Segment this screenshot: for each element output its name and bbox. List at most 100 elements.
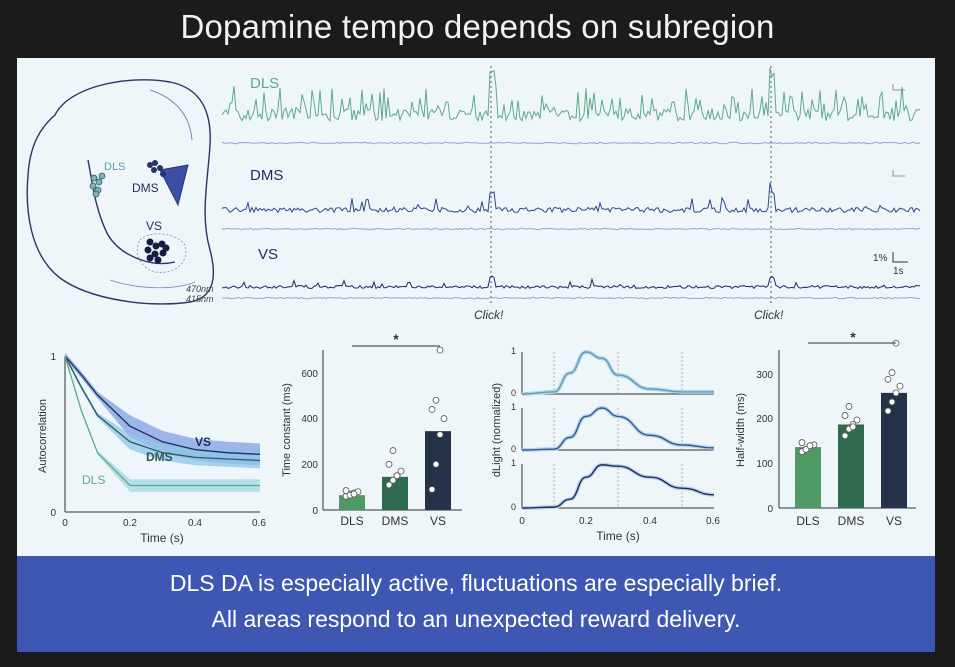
halfwidth-ytick-0: 0 bbox=[767, 504, 773, 515]
click-label-2: Click! bbox=[754, 308, 784, 322]
halfwidth-point bbox=[798, 439, 806, 446]
photometry-traces: DLS DMS VS 470nm 415nm Click! Click! 1% … bbox=[186, 66, 921, 322]
timeconst-point bbox=[342, 487, 350, 494]
autocorr-xtick-0: 0 bbox=[62, 518, 68, 529]
timeconst-point bbox=[385, 481, 393, 489]
dlight-xlabel: Time (s) bbox=[596, 529, 640, 543]
autocorr-ytick-0: 0 bbox=[50, 508, 56, 519]
timeconst-point bbox=[350, 490, 358, 498]
autocorrelation-chart: 0 1 0 0.2 0.4 0.6 Time (s) Autocorrelati… bbox=[37, 352, 266, 545]
halfwidth-ytick-1: 100 bbox=[756, 459, 773, 470]
scale-tick-dls bbox=[892, 84, 905, 91]
halfwidth-point bbox=[841, 412, 849, 419]
time-constant-chart: * 0 200 400 600 DLS DMS VS Time constant… bbox=[281, 331, 462, 528]
trace-415-dls bbox=[221, 141, 921, 145]
halfwidth-cat-vs: VS bbox=[886, 514, 902, 528]
timeconst-ylabel: Time constant (ms) bbox=[281, 383, 293, 477]
dlight-chart: 1 0 1 0 1 0 0 0.2 0.4 0.6 Time (s) dLigh… bbox=[491, 346, 720, 543]
trace-470-dls bbox=[221, 67, 921, 123]
trace-label-vs: VS bbox=[258, 246, 278, 263]
dlight-xtick-2: 0.4 bbox=[643, 516, 657, 527]
timeconst-ytick-1: 200 bbox=[301, 460, 318, 471]
dlight-xtick-3: 0.6 bbox=[706, 516, 720, 527]
dlight-line-vs bbox=[521, 464, 715, 509]
timeconst-point bbox=[397, 467, 405, 475]
timeconst-ytick-3: 600 bbox=[301, 369, 318, 380]
figure-panel bbox=[17, 58, 935, 556]
halfwidth-ytick-2: 200 bbox=[756, 414, 773, 425]
scale-tick-dms bbox=[892, 170, 905, 177]
dlight-ytick-1c: 1 bbox=[511, 458, 516, 468]
autocorr-xtick-3: 0.6 bbox=[252, 518, 266, 529]
trace-415-vs bbox=[222, 296, 921, 300]
dlight-ytick-1a: 1 bbox=[511, 346, 516, 356]
timeconst-point bbox=[385, 460, 393, 468]
halfwidth-point bbox=[892, 389, 900, 397]
halfwidth-cat-dms: DMS bbox=[838, 514, 865, 528]
timeconst-point bbox=[389, 447, 397, 454]
timeconst-sig-star: * bbox=[393, 331, 399, 347]
trace-470-vs bbox=[221, 275, 921, 290]
dlight-line-dls bbox=[521, 351, 714, 395]
autocorr-line-dls bbox=[64, 355, 260, 487]
autocorr-ytick-1: 1 bbox=[50, 352, 56, 363]
timeconst-point bbox=[432, 396, 440, 404]
timeconst-point bbox=[428, 406, 436, 413]
autocorr-xlabel: Time (s) bbox=[140, 531, 184, 545]
timeconst-ytick-2: 400 bbox=[301, 414, 318, 425]
trace-470-dms bbox=[221, 182, 921, 215]
timeconst-point bbox=[389, 476, 397, 484]
dlight-ytick-0b: 0 bbox=[511, 444, 516, 454]
halfwidth-point bbox=[849, 423, 857, 431]
halfwidth-sig-star: * bbox=[850, 329, 856, 345]
halfwidth-point bbox=[853, 416, 861, 424]
halfwidth-point bbox=[841, 432, 849, 440]
timeconst-bar-vs bbox=[425, 431, 451, 510]
trace-label-dms: DMS bbox=[250, 167, 283, 184]
autocorr-xtick-2: 0.4 bbox=[188, 518, 202, 529]
autocorr-band-dms bbox=[65, 353, 260, 469]
dlight-ytick-0c: 0 bbox=[511, 502, 516, 512]
autocorr-ylabel: Autocorrelation bbox=[37, 399, 49, 473]
autocorr-xtick-1: 0.2 bbox=[123, 518, 137, 529]
halfwidth-bar-dls bbox=[795, 447, 821, 508]
halfwidth-point bbox=[806, 442, 814, 450]
scale-bar bbox=[892, 252, 908, 263]
autocorr-legend-dls: DLS bbox=[82, 473, 105, 487]
click-label-1: Click! bbox=[474, 308, 504, 322]
halfwidth-ytick-3: 300 bbox=[756, 370, 773, 381]
dlight-line-dms bbox=[521, 407, 715, 451]
halfwidth-point bbox=[896, 382, 904, 390]
halfwidth-point bbox=[845, 403, 853, 410]
dls-fiber-sites bbox=[89, 172, 106, 198]
scale-y-label: 1% bbox=[873, 253, 888, 264]
halfwidth-point bbox=[888, 369, 896, 376]
halfwidth-cat-dls: DLS bbox=[796, 514, 819, 528]
half-width-chart: * 0 100 200 300 DLS DMS VS Half-width (m… bbox=[735, 329, 916, 528]
halfwidth-ylabel: Half-width (ms) bbox=[735, 393, 747, 467]
timeconst-cat-dms: DMS bbox=[382, 514, 409, 528]
halfwidth-point bbox=[884, 407, 892, 415]
brain-section bbox=[26, 79, 214, 305]
timeconst-point bbox=[440, 415, 448, 422]
anatomy-label-vs: VS bbox=[146, 219, 162, 233]
autocorr-band-dls bbox=[65, 354, 260, 492]
timeconst-point bbox=[432, 460, 440, 468]
wavelength-470-label: 470nm bbox=[186, 284, 214, 294]
slide-title: Dopamine tempo depends on subregion bbox=[180, 8, 775, 45]
anatomy-label-dms: DMS bbox=[132, 181, 159, 195]
autocorr-line-dms bbox=[64, 355, 261, 462]
timeconst-ytick-0: 0 bbox=[312, 506, 318, 517]
dlight-ytick-1b: 1 bbox=[511, 402, 516, 412]
dms-fiber-sites bbox=[147, 160, 166, 177]
autocorr-legend-dms: DMS bbox=[146, 450, 173, 464]
scale-x-label: 1s bbox=[893, 266, 904, 277]
timeconst-cat-vs: VS bbox=[430, 514, 446, 528]
takeaway-line-1: DLS DA is especially active, fluctuation… bbox=[169, 570, 783, 596]
dlight-ytick-0a: 0 bbox=[511, 388, 516, 398]
anatomy-label-dls: DLS bbox=[104, 161, 125, 173]
autocorr-line-vs bbox=[64, 355, 261, 455]
trace-415-dms bbox=[221, 227, 921, 231]
halfwidth-bar-dms bbox=[838, 424, 864, 508]
